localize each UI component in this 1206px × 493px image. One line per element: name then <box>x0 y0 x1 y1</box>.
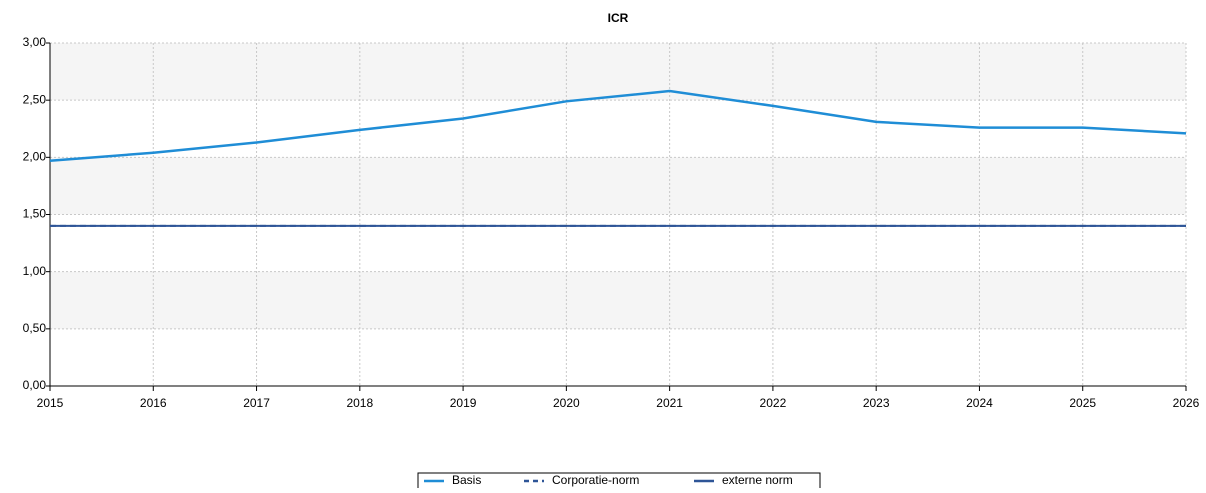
x-tick-label: 2023 <box>863 396 890 410</box>
y-tick-label: 0,00 <box>23 378 47 392</box>
legend-item[interactable]: externe norm <box>694 473 793 487</box>
x-tick-label: 2019 <box>450 396 477 410</box>
x-tick-label: 2022 <box>760 396 787 410</box>
chart-title: ICR <box>608 11 629 25</box>
x-tick-label: 2015 <box>37 396 64 410</box>
x-tick-label: 2026 <box>1173 396 1200 410</box>
legend-label: externe norm <box>722 473 793 487</box>
y-tick-label: 0,50 <box>23 321 47 335</box>
plot-band <box>50 43 1186 101</box>
y-tick-label: 2,00 <box>23 150 47 164</box>
plot-band <box>50 271 1186 329</box>
x-tick-label: 2025 <box>1069 396 1096 410</box>
x-tick-label: 2017 <box>243 396 270 410</box>
y-tick-label: 3,00 <box>23 35 47 49</box>
legend-label: Basis <box>452 473 481 487</box>
y-tick-label: 1,00 <box>23 264 47 278</box>
series-line <box>49 89 1187 163</box>
x-tick-label: 2016 <box>140 396 167 410</box>
y-tick-label: 2,50 <box>23 92 47 106</box>
legend-item[interactable]: Corporatie-norm <box>524 473 639 487</box>
y-tick-label: 1,50 <box>23 207 47 221</box>
x-tick-label: 2018 <box>346 396 373 410</box>
x-tick-label: 2024 <box>966 396 993 410</box>
x-tick-label: 2020 <box>553 396 580 410</box>
plot-band <box>50 157 1186 215</box>
x-tick-label: 2021 <box>656 396 683 410</box>
legend-label: Corporatie-norm <box>552 473 639 487</box>
legend-item[interactable]: Basis <box>424 473 481 487</box>
legend: Basis Corporatie-norm externe norm <box>417 472 821 493</box>
